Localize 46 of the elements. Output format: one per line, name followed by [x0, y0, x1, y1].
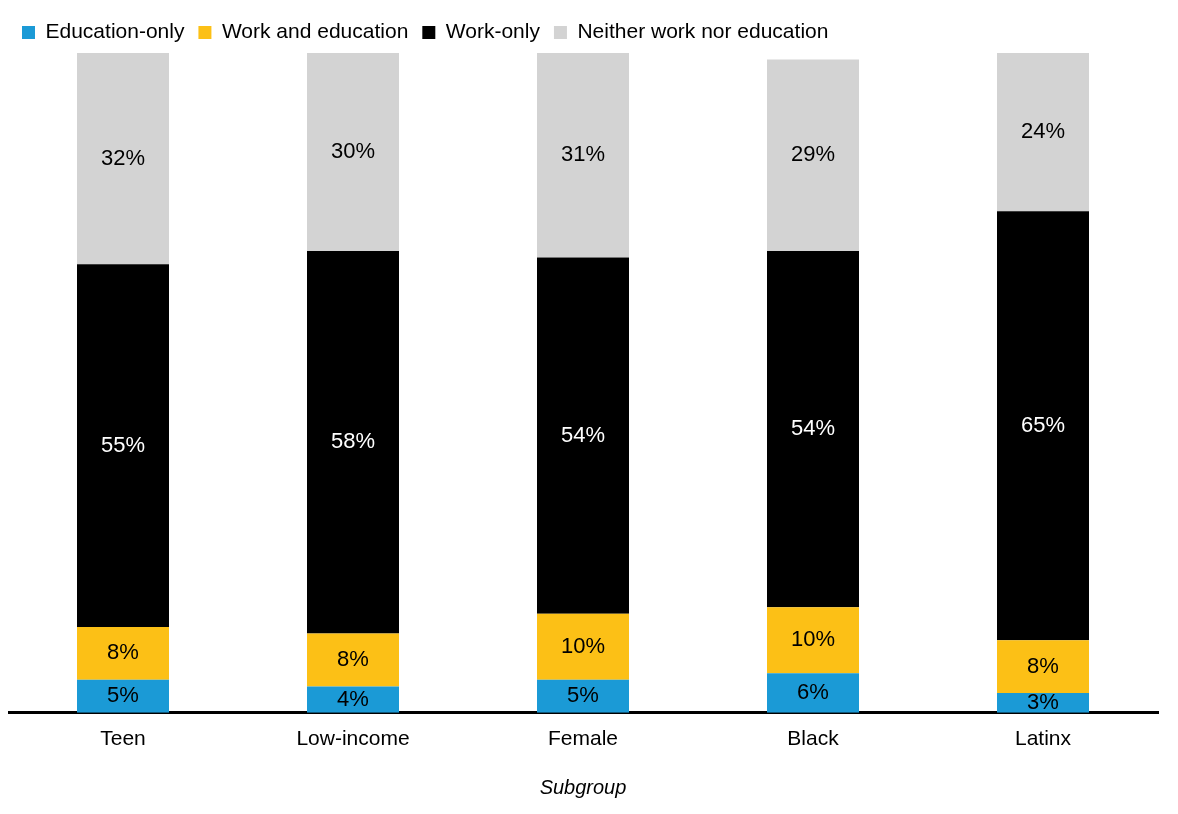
data-label: 4% [337, 685, 369, 711]
data-label: 6% [797, 679, 829, 705]
bar [767, 673, 859, 713]
x-axis-title: Subgroup [539, 775, 627, 798]
data-label: 10% [560, 632, 606, 658]
data-label: 32% [100, 144, 146, 170]
bar [77, 627, 169, 680]
data-label: 54% [560, 421, 606, 447]
bar [997, 211, 1089, 641]
data-label: 5% [107, 682, 139, 708]
bar [767, 250, 859, 608]
bar [767, 59, 859, 251]
bar [307, 53, 399, 251]
data-label: 54% [790, 415, 836, 441]
data-label: 55% [100, 431, 146, 457]
data-label: 58% [330, 428, 376, 454]
legend-label: Education-only [45, 19, 185, 43]
data-label: 65% [1020, 411, 1066, 437]
legend-label: Work-only [445, 19, 541, 43]
x-tick-label: Female [547, 726, 619, 750]
data-label: 29% [790, 141, 836, 167]
data-label: 31% [560, 141, 606, 167]
bar [307, 633, 399, 687]
bar [537, 613, 629, 680]
legend-label: Neither work nor education [577, 19, 829, 43]
x-tick-label: Low-income [296, 726, 410, 750]
data-label: 30% [330, 138, 376, 164]
bar [537, 257, 629, 614]
legend-label: Work and education [221, 19, 409, 43]
data-label: 3% [1027, 688, 1059, 714]
bar [767, 607, 859, 674]
bar [77, 264, 169, 628]
x-tick-label: Teen [100, 726, 146, 750]
bar [537, 53, 629, 258]
bar [77, 53, 169, 265]
bar [997, 640, 1089, 694]
x-tick-label: Black [787, 726, 840, 750]
data-label: 5% [567, 682, 599, 708]
data-label: 24% [1020, 118, 1066, 144]
data-label: 10% [790, 626, 836, 652]
data-label: 8% [337, 646, 369, 672]
bar [997, 53, 1089, 212]
bar [307, 250, 399, 634]
x-tick-label: Latinx [1014, 726, 1072, 750]
data-label: 8% [107, 639, 139, 665]
data-label: 8% [1027, 652, 1059, 678]
